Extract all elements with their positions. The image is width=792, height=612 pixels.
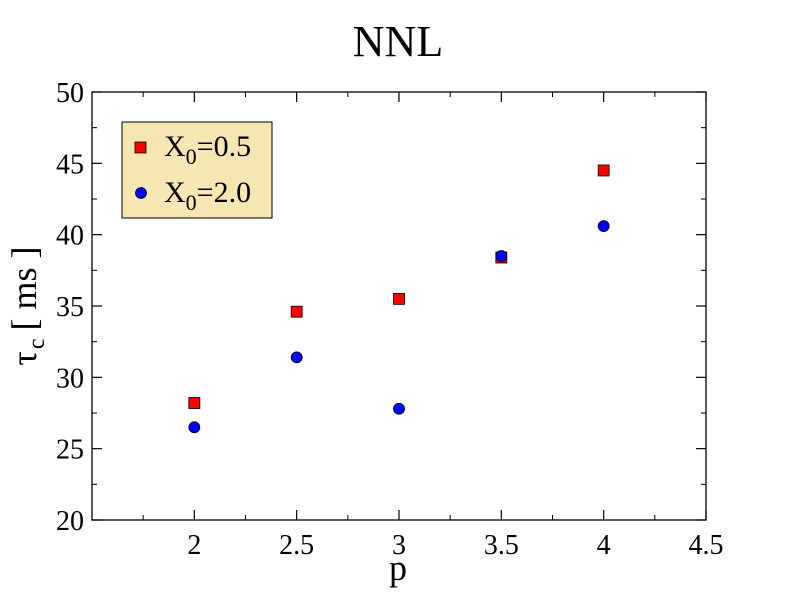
y-tick-label: 35 bbox=[56, 292, 84, 323]
y-tick-label: 40 bbox=[56, 221, 84, 252]
y-axis-label-unit: [ ms ] bbox=[4, 246, 44, 330]
legend-box bbox=[121, 121, 273, 219]
y-tick-label: 25 bbox=[56, 435, 84, 466]
legend: X0=0.5 X0=2.0 bbox=[121, 121, 273, 219]
legend-marker-series-2 bbox=[135, 187, 147, 199]
legend-label-series-1: X0=0.5 bbox=[164, 130, 251, 169]
x-axis-label: p bbox=[389, 548, 407, 588]
data-point-series-2 bbox=[393, 402, 405, 415]
data-point-series-2 bbox=[290, 351, 303, 364]
data-points bbox=[188, 164, 610, 434]
y-tick-label: 45 bbox=[56, 149, 84, 180]
chart-title: NNL bbox=[353, 17, 443, 66]
svg-text:τc[ ms ]: τc [ ms ] bbox=[4, 246, 50, 365]
legend-marker-series-1 bbox=[134, 141, 147, 154]
data-point-series-2 bbox=[495, 250, 508, 262]
y-axis-label: τc [ ms ] bbox=[4, 246, 50, 365]
y-axis: 20 25 30 35 40 45 50 bbox=[56, 78, 706, 537]
y-axis-label-symbol: τ bbox=[4, 351, 44, 365]
x-tick-label: 4.5 bbox=[689, 530, 724, 561]
x-tick-label: 3.5 bbox=[484, 530, 519, 561]
data-point-series-2 bbox=[597, 220, 610, 233]
x-tick-label: 3 bbox=[392, 530, 406, 561]
data-point-series-1 bbox=[188, 397, 201, 409]
y-tick-label: 20 bbox=[56, 506, 84, 537]
y-tick-label: 50 bbox=[56, 78, 84, 109]
data-point-series-1 bbox=[597, 164, 610, 177]
data-point-series-2 bbox=[188, 421, 201, 434]
x-axis: 2 2.5 3 3.5 4 4.5 bbox=[142, 92, 724, 561]
x-tick-label: 2.5 bbox=[279, 530, 314, 561]
data-point-series-1 bbox=[393, 292, 405, 305]
y-tick-label: 30 bbox=[56, 363, 84, 394]
x-tick-label: 2 bbox=[187, 530, 201, 561]
data-point-series-1 bbox=[290, 305, 303, 318]
x-tick-label: 4 bbox=[597, 530, 611, 561]
y-axis-label-subscript: c bbox=[24, 338, 50, 349]
legend-label-series-2: X0=2.0 bbox=[164, 176, 251, 215]
